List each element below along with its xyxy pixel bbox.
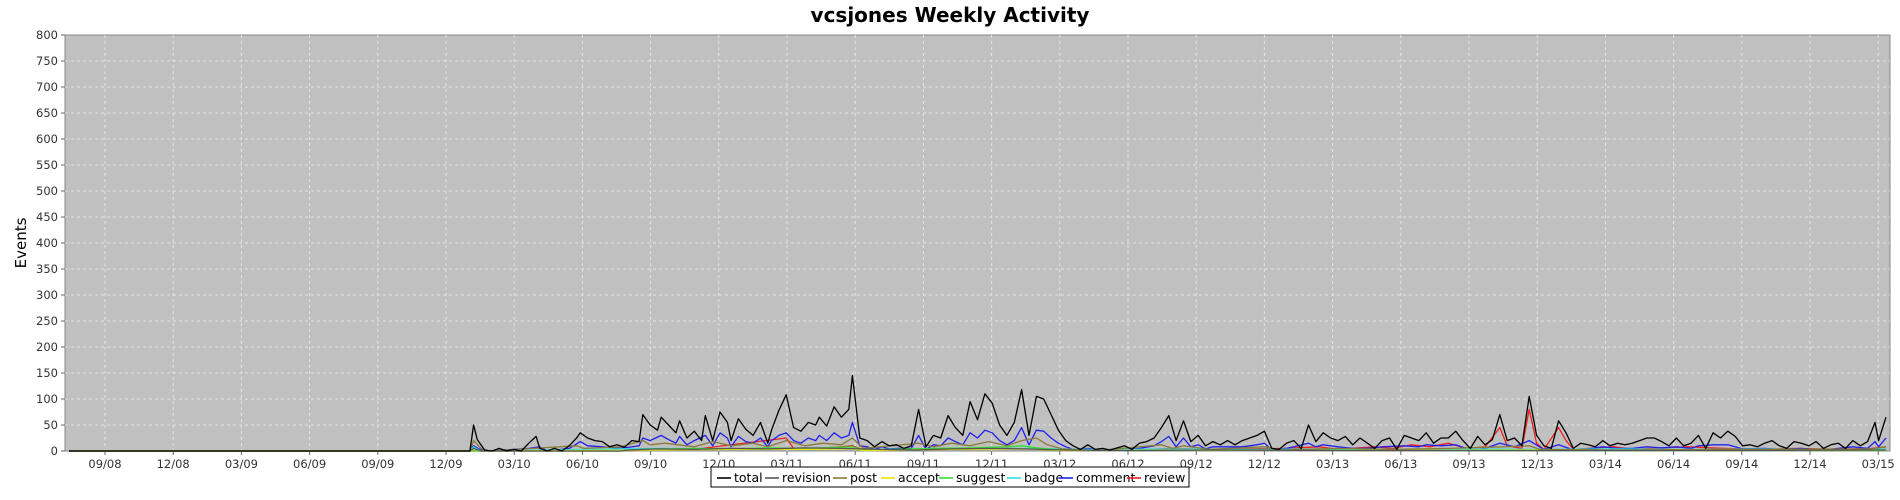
x-tick-label: 09/13 [1452, 457, 1485, 471]
y-tick-label: 150 [36, 366, 58, 380]
series-layer [69, 374, 1887, 452]
x-tick-label: 12/13 [1521, 457, 1554, 471]
legend-box [710, 466, 1190, 488]
y-tick-label: 700 [36, 80, 58, 94]
legend-label-accept: accept [898, 470, 940, 485]
y-tick-label: 750 [36, 54, 58, 68]
y-tick-label: 350 [36, 262, 58, 276]
x-tick-label: 09/14 [1725, 457, 1758, 471]
legend: total revision post accept suggest badge comme… [710, 466, 1190, 488]
x-tick-label: 06/14 [1657, 457, 1690, 471]
x-tick-label: 09/09 [361, 457, 394, 471]
y-axis: 0 50 100 150 200 250 300 350 400 450 500 550 600 650 7… [36, 28, 65, 458]
series-line-revision [69, 447, 1887, 452]
series-line-comment [69, 421, 1887, 452]
legend-label-badge: badge [1024, 470, 1063, 485]
y-tick-label: 650 [36, 106, 58, 120]
y-tick-label: 800 [36, 28, 58, 42]
x-tick-label: 12/09 [429, 457, 462, 471]
legend-label-post: post [850, 470, 877, 485]
x-tick-label: 06/09 [293, 457, 326, 471]
y-tick-label: 400 [36, 236, 58, 250]
x-tick-label: 09/10 [634, 457, 667, 471]
x-tick-label: 09/08 [88, 457, 121, 471]
x-tick-label: 12/14 [1793, 457, 1826, 471]
y-tick-label: 550 [36, 158, 58, 172]
x-tick-label: 06/13 [1384, 457, 1417, 471]
x-tick-label: 06/10 [566, 457, 599, 471]
y-axis-label: Events [12, 217, 30, 268]
x-tick-label: 12/08 [157, 457, 190, 471]
grid-lines [65, 35, 1890, 451]
x-tick-label: 12/12 [1248, 457, 1281, 471]
legend-label-revision: revision [782, 470, 831, 485]
y-tick-label: 300 [36, 288, 58, 302]
x-tick-label: 03/14 [1589, 457, 1622, 471]
y-tick-label: 450 [36, 210, 58, 224]
y-tick-label: 200 [36, 340, 58, 354]
x-tick-label: 03/09 [225, 457, 258, 471]
series-line-total [69, 374, 1887, 452]
y-tick-label: 100 [36, 392, 58, 406]
x-tick-label: 03/13 [1316, 457, 1349, 471]
x-tick-label: 03/15 [1862, 457, 1895, 471]
legend-label-suggest: suggest [956, 470, 1006, 485]
y-tick-label: 0 [51, 444, 58, 458]
x-tick-label: 03/10 [498, 457, 531, 471]
y-tick-label: 50 [43, 418, 58, 432]
y-tick-label: 600 [36, 132, 58, 146]
legend-label-total: total [734, 470, 763, 485]
series-line-post [69, 437, 1887, 452]
y-tick-label: 250 [36, 314, 58, 328]
y-tick-label: 500 [36, 184, 58, 198]
legend-label-comment: comment [1076, 470, 1135, 485]
chart-title: vcsjones Weekly Activity [811, 3, 1090, 27]
legend-label-review: review [1144, 470, 1185, 485]
